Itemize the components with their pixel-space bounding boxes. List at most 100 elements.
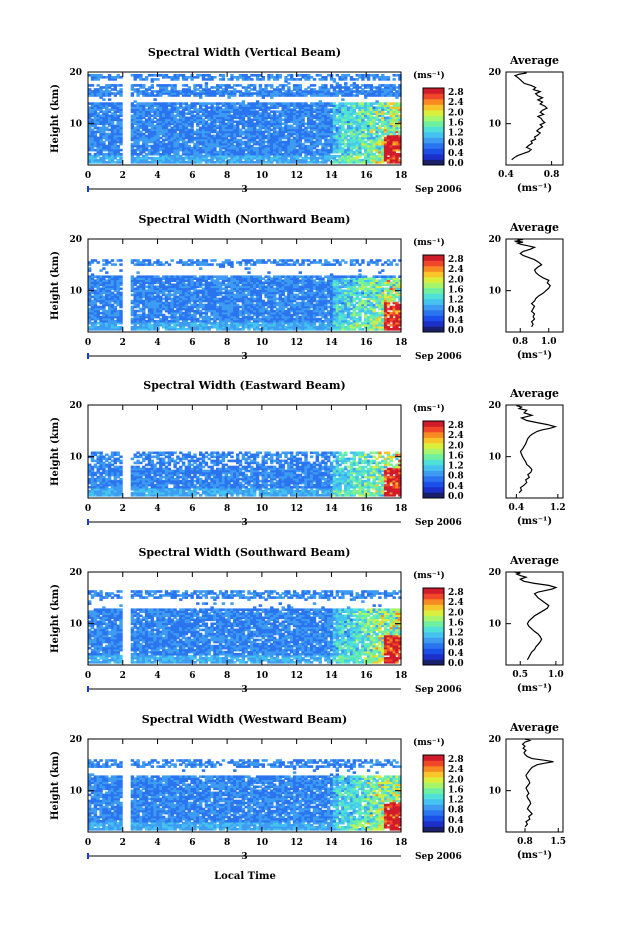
heatmap-cell [113, 84, 117, 87]
heatmap-cell [275, 161, 280, 164]
heatmap-cell [278, 140, 282, 144]
heatmap-cell [199, 138, 203, 142]
heatmap-cell [139, 313, 143, 317]
heatmap-cell [261, 110, 265, 113]
heatmap-cell [344, 88, 348, 91]
heatmap-cell [369, 146, 374, 150]
heatmap-cell [284, 84, 288, 87]
heatmap-cell [230, 140, 234, 144]
heatmap-cell [102, 161, 106, 164]
heatmap-cell [88, 142, 92, 146]
heatmap-cell [193, 108, 197, 111]
heatmap-cell [201, 104, 206, 107]
heatmap-cell [153, 150, 157, 154]
heatmap-cell [99, 136, 103, 140]
heatmap-cell [267, 146, 271, 150]
heatmap-cell [247, 140, 251, 144]
heatmap-cell [170, 104, 174, 107]
heatmap-cell [210, 126, 214, 130]
heatmap-cell [287, 118, 291, 122]
x-tick-label: 12 [290, 171, 303, 181]
heatmap-cell [292, 136, 297, 140]
heatmap-cell [312, 94, 317, 97]
heatmap-cell [142, 78, 146, 81]
heatmap-cell [369, 150, 374, 154]
heatmap-cell [321, 90, 325, 93]
heatmap-cell [258, 78, 263, 81]
heatmap-cell [196, 132, 200, 136]
heatmap-cell [170, 150, 174, 154]
heatmap-cell [284, 120, 288, 124]
heatmap-cell [187, 150, 191, 154]
heatmap-cell [193, 161, 197, 164]
heatmap-cell [90, 84, 95, 87]
heatmap-cell [150, 152, 154, 156]
heatmap-cell [247, 136, 251, 140]
heatmap-cell [99, 122, 103, 126]
heatmap-cell [338, 144, 342, 148]
heatmap-cell [193, 152, 197, 156]
heatmap-cell [369, 128, 374, 132]
heatmap-cell [184, 106, 189, 109]
heatmap-cell [318, 152, 322, 156]
heatmap-cell [338, 110, 342, 113]
heatmap-cell [105, 86, 109, 89]
heatmap-cell [130, 136, 135, 140]
heatmap-cell [398, 140, 402, 144]
heatmap-cell [105, 154, 109, 158]
heatmap-cell [264, 152, 268, 156]
heatmap-cell [204, 108, 209, 111]
heatmap-cell [298, 126, 302, 130]
heatmap-cell [119, 325, 123, 329]
heatmap-cell [253, 92, 257, 95]
heatmap-cell [315, 126, 319, 130]
heatmap-cell [329, 86, 334, 89]
heatmap-cell [315, 161, 319, 164]
heatmap-cell [170, 114, 174, 118]
heatmap-cell [207, 94, 211, 97]
heatmap-cell [187, 116, 191, 120]
heatmap-cell [369, 110, 374, 113]
heatmap-cell [258, 88, 263, 91]
heatmap-cell [358, 146, 362, 150]
heatmap-cell [133, 136, 137, 140]
heatmap-cell [207, 140, 211, 144]
heatmap-cell [258, 84, 263, 87]
heatmap-cell [295, 150, 300, 154]
heatmap-cell [96, 118, 100, 122]
heatmap-cell [324, 148, 328, 152]
heatmap-cell [238, 94, 243, 97]
heatmap-cell [250, 132, 254, 136]
heatmap-cell [184, 132, 189, 136]
heatmap-cell [372, 142, 376, 146]
heatmap-cell [366, 112, 371, 115]
heatmap-cell [329, 132, 334, 136]
heatmap-cell [355, 152, 359, 156]
heatmap-cell [358, 102, 362, 105]
heatmap-cell [273, 142, 277, 146]
heatmap-cell [352, 110, 356, 113]
heatmap-cell [204, 154, 209, 158]
heatmap-cell [346, 150, 351, 154]
heatmap-cell [369, 161, 374, 164]
heatmap-cell [307, 136, 311, 140]
heatmap-cell [102, 140, 106, 144]
heatmap-cell [110, 124, 115, 128]
heatmap-cell [236, 112, 240, 115]
heatmap-cell [167, 84, 172, 87]
heatmap-cell [392, 146, 396, 150]
heatmap-cell [110, 112, 115, 115]
colorbar-tick-label: 0.0 [448, 159, 464, 169]
heatmap-cell [164, 130, 169, 134]
heatmap-cell [378, 84, 382, 87]
heatmap-cell [241, 104, 246, 107]
heatmap-cell [176, 152, 180, 156]
x-tick-label: 8 [224, 171, 230, 181]
heatmap-cell [307, 114, 311, 118]
heatmap-cell [107, 146, 112, 150]
heatmap-cell [338, 161, 342, 164]
heatmap-cell [309, 126, 314, 130]
heatmap-cell [170, 116, 174, 120]
heatmap-cell [105, 116, 109, 120]
heatmap-cell [346, 120, 351, 124]
